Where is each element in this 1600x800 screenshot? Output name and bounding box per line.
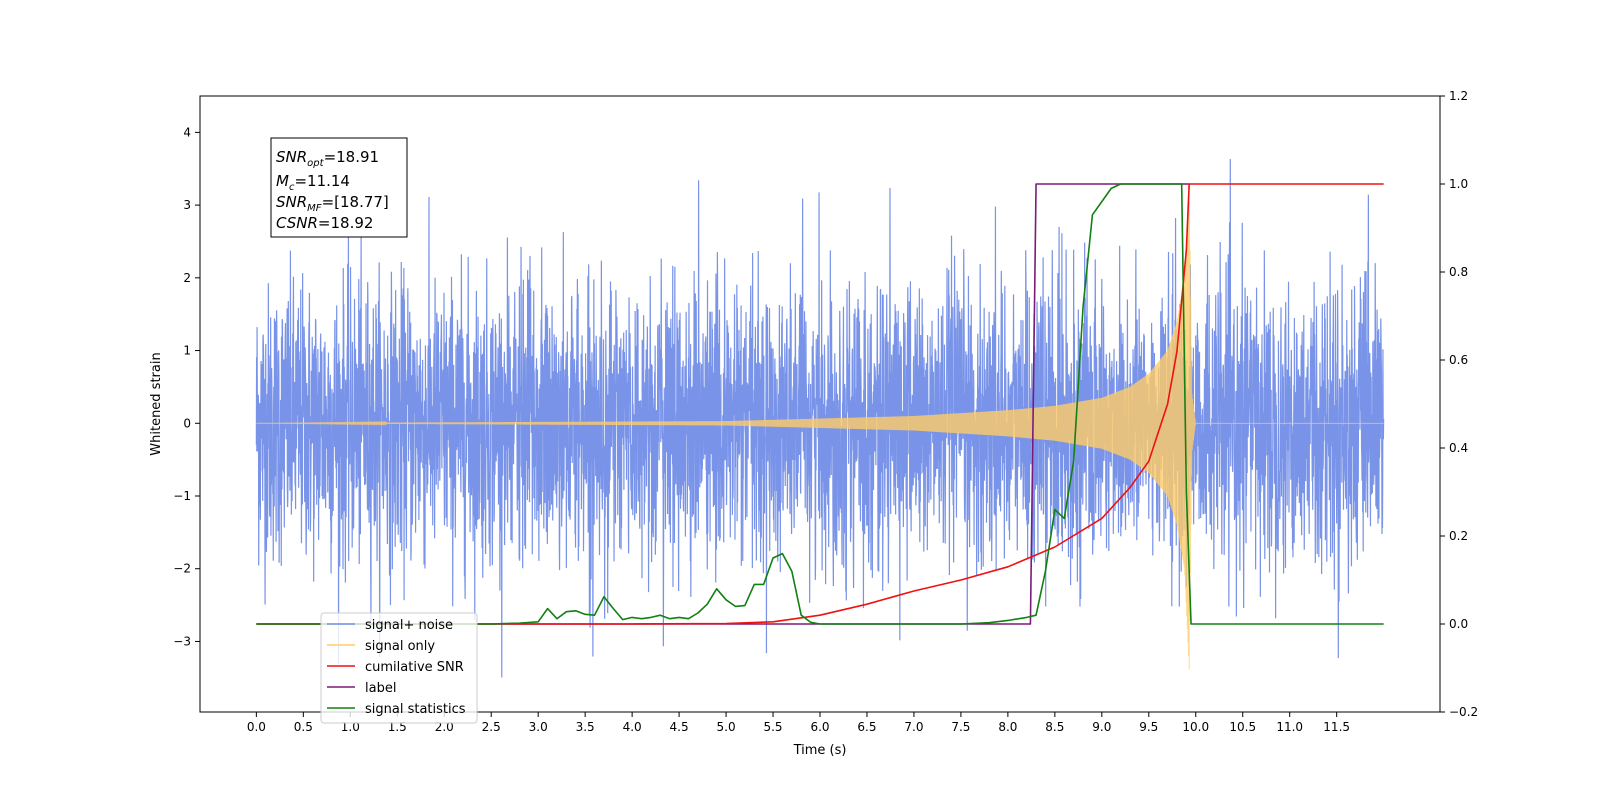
legend-label: cumilative SNR [365, 660, 464, 675]
x-tick-label: 10.5 [1229, 720, 1256, 734]
legend-label: signal+ noise [365, 618, 453, 633]
x-tick-label: 9.5 [1139, 720, 1158, 734]
y-tick-label: 1 [183, 344, 191, 358]
legend-label: signal only [365, 639, 435, 654]
x-tick-label: 10.0 [1182, 720, 1209, 734]
y2-tick-label: 0.0 [1449, 617, 1468, 631]
x-tick-label: 7.5 [951, 720, 970, 734]
y-tick-label: 2 [183, 271, 191, 285]
series-line-signal-statistics [256, 183, 1384, 625]
x-tick-label: 6.0 [810, 720, 829, 734]
x-axis-label: Time (s) [793, 743, 847, 758]
y-tick-label: −3 [173, 634, 191, 648]
x-tick-label: 3.5 [576, 720, 595, 734]
annotation-csnr: CSNR=18.92 [276, 214, 373, 232]
legend-item-signal-noise: signal+ noise [327, 618, 453, 633]
y-axis-label: Whitened strain [149, 352, 164, 455]
x-tick-label: 0.0 [247, 720, 266, 734]
annotation-mc: Mc=11.14 [276, 172, 350, 193]
series-lines [256, 183, 1384, 625]
annotation-snr-opt: SNRopt=18.91 [276, 148, 379, 169]
y2-tick-label: 0.4 [1449, 441, 1468, 455]
x-tick-label: 6.5 [857, 720, 876, 734]
legend-item-label: label [327, 681, 396, 696]
y-tick-label: 4 [183, 125, 191, 139]
annotation-snr-mf: SNRMF=[18.77] [276, 193, 389, 214]
y-tick-label: 3 [183, 198, 191, 212]
series-signal-noise [255, 158, 1385, 678]
y-tick-label: −2 [173, 562, 191, 576]
y2-tick-label: 0.8 [1449, 265, 1468, 279]
series-signal-only [256, 184, 1384, 670]
x-tick-label: 11.0 [1276, 720, 1303, 734]
x-tick-label: 5.5 [763, 720, 782, 734]
x-tick-label: 8.5 [1045, 720, 1064, 734]
legend-label: label [365, 681, 396, 696]
x-tick-label: 8.0 [998, 720, 1017, 734]
legend-item-cumilative-snr: cumilative SNR [327, 660, 464, 675]
x-tick-label: 2.5 [482, 720, 501, 734]
y2-tick-label: 0.6 [1449, 353, 1468, 367]
legend-item-signal-only: signal only [327, 639, 435, 654]
x-tick-label: 5.0 [717, 720, 736, 734]
y2-tick-label: 1.2 [1449, 89, 1468, 103]
x-tick-label: 4.0 [623, 720, 642, 734]
legend-item-signal-statistics: signal statistics [327, 702, 466, 717]
x-tick-label: 3.0 [529, 720, 548, 734]
y-tick-label: 0 [183, 416, 191, 430]
y2-tick-label: 1.0 [1449, 177, 1468, 191]
y2-axis-ticks: −0.2 0.0 0.2 0.4 0.6 0.8 1.0 1.2 [1440, 89, 1478, 719]
series-line-signal-noise [255, 158, 1385, 678]
x-tick-label: 11.5 [1323, 720, 1350, 734]
x-tick-label: 4.5 [670, 720, 689, 734]
legend-label: signal statistics [365, 702, 466, 717]
x-tick-label: 7.0 [904, 720, 923, 734]
series-line-signal-only [256, 184, 1384, 670]
series-line-cumilative-snr [256, 183, 1384, 625]
y2-tick-label: −0.2 [1449, 705, 1478, 719]
y-tick-label: −1 [173, 489, 191, 503]
annotation-box: SNRopt=18.91 Mc=11.14 SNRMF=[18.77] CSNR… [270, 137, 408, 238]
y2-tick-label: 0.2 [1449, 529, 1468, 543]
y-axis-ticks: −3 −2 −1 0 1 2 3 4 [173, 125, 200, 648]
legend: signal+ noise signal only cumilative SNR… [320, 612, 478, 724]
x-tick-label: 9.0 [1092, 720, 1111, 734]
x-tick-label: 0.5 [294, 720, 313, 734]
